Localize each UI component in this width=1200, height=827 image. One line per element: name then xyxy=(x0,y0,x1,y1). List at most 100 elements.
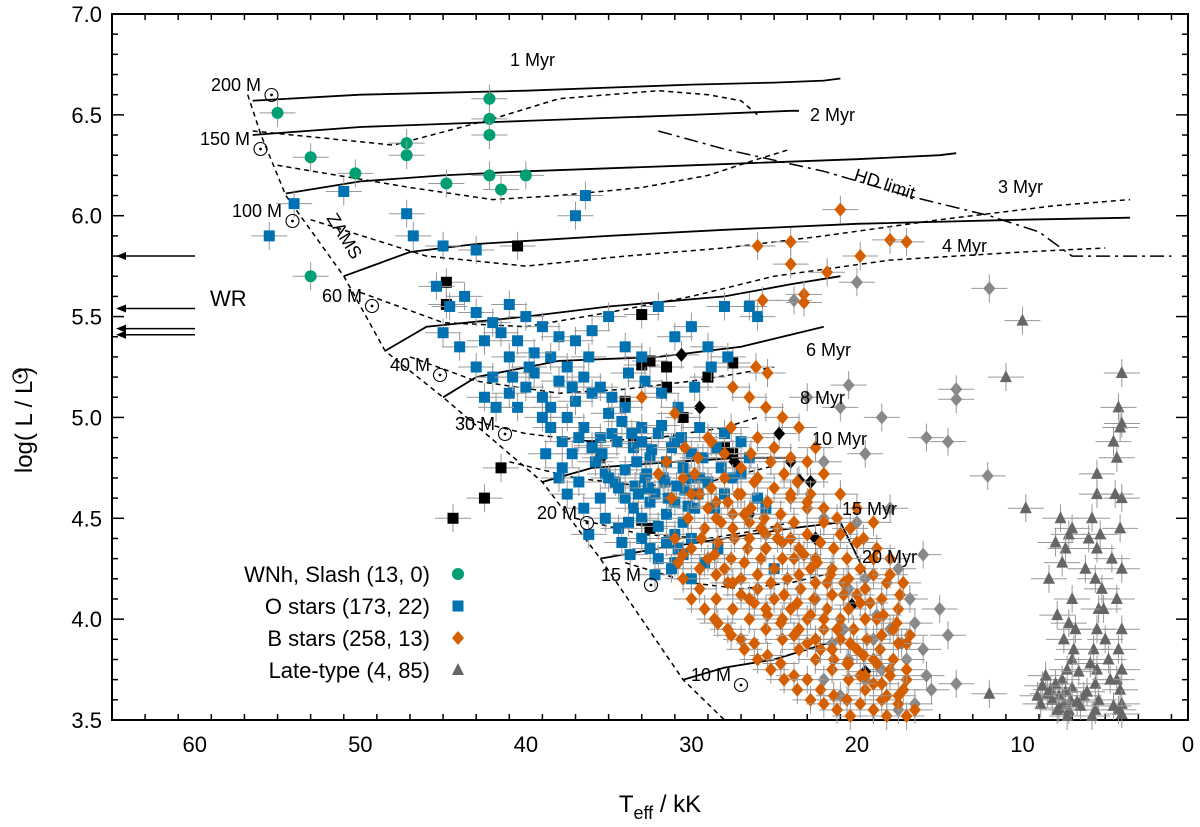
marker-square xyxy=(636,309,648,321)
x-axis-label-unit: / kK xyxy=(653,791,701,818)
data-point xyxy=(1103,409,1140,438)
marker-square xyxy=(636,422,648,434)
data-point xyxy=(756,433,793,462)
data-point xyxy=(325,177,362,206)
x-axis-label: Teff / kK xyxy=(619,791,701,823)
marker-square xyxy=(545,401,557,413)
data-point xyxy=(1085,595,1122,624)
marker-diamond xyxy=(900,234,913,249)
data-point xyxy=(603,407,640,436)
data-point xyxy=(673,480,710,509)
data-point xyxy=(1019,681,1056,710)
marker-square xyxy=(288,198,300,210)
legend-entry: O stars (173, 22) xyxy=(265,594,464,619)
legend-entry-marker xyxy=(452,568,464,580)
marker-diamond xyxy=(908,616,921,631)
marker-diamond xyxy=(850,501,863,516)
isochrone-label: 4 Myr xyxy=(942,236,987,256)
data-point xyxy=(772,443,809,472)
marker-diamond xyxy=(652,466,665,481)
marker-square xyxy=(652,428,664,440)
marker-square xyxy=(652,300,664,312)
data-point xyxy=(620,480,657,509)
wr-arrow xyxy=(116,330,195,339)
data-point xyxy=(633,435,670,464)
wr-arrow-head xyxy=(116,330,126,339)
sun-symbol-dot xyxy=(739,683,743,687)
marker-diamond xyxy=(920,668,933,683)
marker-diamond xyxy=(759,602,772,617)
data-point xyxy=(855,544,892,573)
data-point xyxy=(822,520,859,549)
marker-diamond xyxy=(925,682,938,697)
marker-diamond xyxy=(903,591,916,606)
marker-circle xyxy=(519,169,532,182)
marker-diamond xyxy=(685,591,698,606)
marker-square xyxy=(583,528,595,540)
data-point xyxy=(779,675,816,704)
marker-square xyxy=(437,327,449,339)
data-point xyxy=(723,453,760,482)
data-point xyxy=(1039,601,1076,630)
marker-square xyxy=(570,210,582,222)
marker-square xyxy=(689,381,701,393)
marker-square xyxy=(553,375,565,387)
marker-diamond xyxy=(860,632,873,647)
data-point xyxy=(587,504,624,533)
wr-arrow xyxy=(116,304,195,313)
marker-diamond xyxy=(804,692,817,707)
data-point xyxy=(731,584,768,613)
marker-square xyxy=(478,492,490,504)
data-point xyxy=(792,601,829,630)
marker-diamond xyxy=(660,454,673,469)
data-point xyxy=(971,274,1008,303)
data-point xyxy=(938,385,975,414)
data-point xyxy=(905,635,942,664)
marker-square xyxy=(616,536,628,548)
isochrone-label: 6 Myr xyxy=(806,340,851,360)
evolutionary-track xyxy=(343,216,1131,278)
data-point xyxy=(698,433,735,462)
marker-triangle xyxy=(1046,692,1059,705)
marker-diamond xyxy=(668,406,681,421)
data-point xyxy=(1007,494,1044,523)
marker-diamond xyxy=(748,474,761,489)
legend-entry: B stars (258, 13) xyxy=(267,626,464,651)
data-point xyxy=(698,584,735,613)
data-point xyxy=(764,605,801,634)
data-point xyxy=(847,439,884,468)
y-tick-label: 7.0 xyxy=(71,2,102,27)
marker-triangle xyxy=(1097,602,1110,615)
marker-diamond xyxy=(827,652,840,667)
marker-square xyxy=(545,422,557,434)
marker-square xyxy=(675,432,687,444)
marker-square xyxy=(636,532,648,544)
data-point xyxy=(681,554,718,583)
marker-square xyxy=(495,462,507,474)
data-point xyxy=(466,484,503,513)
data-point xyxy=(842,689,879,718)
marker-diamond xyxy=(821,265,834,280)
legend-entry-label: WNh, Slash (13, 0) xyxy=(244,562,430,587)
data-point xyxy=(681,413,718,442)
data-point xyxy=(838,268,875,297)
track-lines xyxy=(246,77,1172,721)
data-point xyxy=(613,419,650,448)
data-point xyxy=(938,669,975,698)
marker-diamond xyxy=(768,591,781,606)
marker-square xyxy=(727,357,739,369)
data-point xyxy=(491,290,528,319)
marker-diamond xyxy=(892,602,905,617)
data-point xyxy=(1039,695,1076,724)
marker-diamond xyxy=(710,511,723,526)
data-point xyxy=(739,423,776,452)
marker-square xyxy=(589,456,601,468)
marker-triangle xyxy=(1042,571,1055,584)
marker-triangle xyxy=(1016,313,1029,326)
marker-square xyxy=(478,335,490,347)
marker-diamond xyxy=(759,400,772,415)
track-mass-label: 100 M xyxy=(232,201,282,221)
marker-square xyxy=(661,361,673,373)
marker-diamond xyxy=(725,420,738,435)
data-point xyxy=(425,318,462,347)
